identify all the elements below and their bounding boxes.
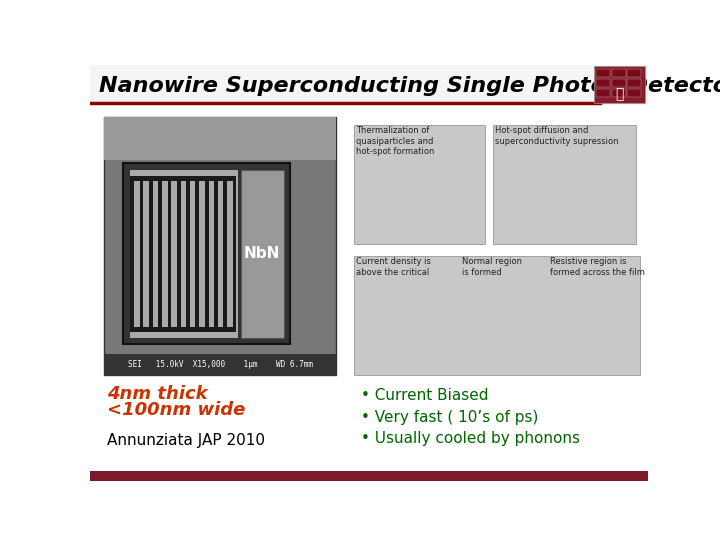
Bar xyxy=(596,69,610,77)
Text: Annunziata JAP 2010: Annunziata JAP 2010 xyxy=(107,433,265,448)
Bar xyxy=(611,69,626,77)
Bar xyxy=(241,170,284,338)
Bar xyxy=(90,65,648,105)
Text: <100nm wide: <100nm wide xyxy=(107,401,246,418)
Bar xyxy=(130,327,236,332)
Bar xyxy=(214,176,218,332)
Text: Resistive region is
formed across the film: Resistive region is formed across the fi… xyxy=(549,257,644,276)
Bar xyxy=(195,176,199,332)
Text: Nanowire Superconducting Single Photon Detector (SSPD): Nanowire Superconducting Single Photon D… xyxy=(99,76,720,96)
Bar xyxy=(611,79,626,87)
Bar xyxy=(596,89,610,97)
Bar xyxy=(130,170,238,338)
Bar xyxy=(354,125,485,244)
Bar xyxy=(104,117,336,375)
Bar xyxy=(104,354,336,375)
Bar xyxy=(204,176,209,332)
Bar xyxy=(627,89,641,97)
Bar xyxy=(493,125,636,244)
Bar xyxy=(158,176,162,332)
Bar xyxy=(130,176,236,181)
Text: Hot-spot diffusion and
superconductivity supression: Hot-spot diffusion and superconductivity… xyxy=(495,126,618,146)
Text: • Current Biased: • Current Biased xyxy=(361,388,489,403)
Text: Normal region
is formed: Normal region is formed xyxy=(462,257,522,276)
Bar xyxy=(596,79,610,87)
Bar xyxy=(627,79,641,87)
Bar xyxy=(186,176,190,332)
Bar xyxy=(354,256,640,375)
Bar xyxy=(233,176,236,332)
Text: • Very fast ( 10’s of ps): • Very fast ( 10’s of ps) xyxy=(361,410,539,425)
Bar xyxy=(627,69,641,77)
Bar xyxy=(140,176,143,332)
Bar xyxy=(123,164,290,345)
Text: NbN: NbN xyxy=(244,246,280,261)
Text: Current density is
above the critical: Current density is above the critical xyxy=(356,257,431,276)
Bar xyxy=(168,176,171,332)
Bar xyxy=(149,176,153,332)
Text: Thermalization of
quasiparticles and
hot-spot formation: Thermalization of quasiparticles and hot… xyxy=(356,126,434,156)
Bar xyxy=(90,470,648,481)
Bar xyxy=(104,117,336,159)
Text: SEI   15.0kV  X15,000    1μm    WD 6.7mm: SEI 15.0kV X15,000 1μm WD 6.7mm xyxy=(127,360,312,369)
Bar xyxy=(177,176,181,332)
Text: • Usually cooled by phonons: • Usually cooled by phonons xyxy=(361,431,580,447)
Text: 🦁: 🦁 xyxy=(615,87,624,101)
Bar xyxy=(223,176,228,332)
Bar xyxy=(130,176,134,332)
Bar xyxy=(594,66,645,103)
Bar xyxy=(611,89,626,97)
Text: 4nm thick: 4nm thick xyxy=(107,385,207,403)
